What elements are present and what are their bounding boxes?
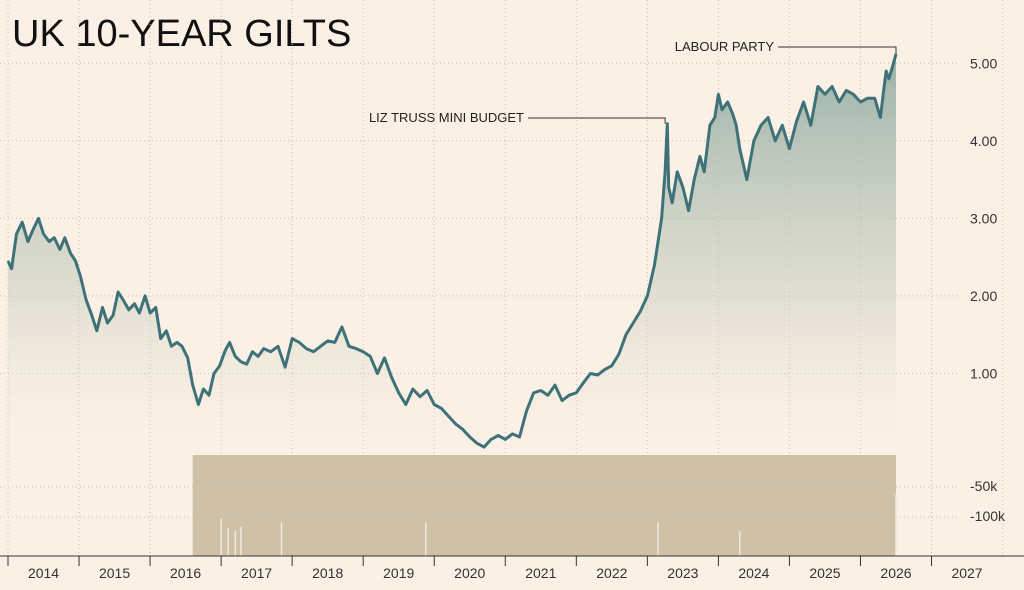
x-tick-label: 2026 <box>880 565 911 581</box>
annotation-leader <box>778 46 897 54</box>
x-tick-label: 2016 <box>170 565 201 581</box>
yield-line <box>6 53 898 449</box>
x-tick-label: 2023 <box>667 565 698 581</box>
x-tick-label: 2015 <box>99 565 130 581</box>
x-tick-label: 2019 <box>383 565 414 581</box>
x-tick-label: 2020 <box>454 565 485 581</box>
x-tick-label: 2022 <box>596 565 627 581</box>
volume-bars <box>192 455 897 556</box>
x-axis-ticks: 2014 2015 2016 2017 2018 2019 2020 2021 2022 2023… <box>7 556 983 581</box>
annotations: LIZ TRUSS MINI BUDGET LABOUR PARTY <box>369 39 897 125</box>
y-tick-label: 2.00 <box>970 288 997 304</box>
volume-axis-ticks: -50k -100k <box>970 478 1006 524</box>
annotation-label: LIZ TRUSS MINI BUDGET <box>369 110 524 125</box>
volume-panel <box>0 455 1024 557</box>
x-tick-label: 2027 <box>951 565 982 581</box>
x-tick-label: 2025 <box>809 565 840 581</box>
y-tick-label: 5.00 <box>970 55 997 71</box>
y-tick-label: 1.00 <box>970 365 997 381</box>
y-axis-ticks: 1.00 2.00 3.00 4.00 5.00 <box>970 55 997 381</box>
y-tick-label: 4.00 <box>970 133 997 149</box>
volume-tick-label: -50k <box>970 478 998 494</box>
x-tick-label: 2024 <box>738 565 769 581</box>
yield-area <box>8 54 896 451</box>
annotation-leader <box>528 117 666 124</box>
volume-tick-label: -100k <box>970 508 1006 524</box>
x-tick-label: 2018 <box>312 565 343 581</box>
annotation-label: LABOUR PARTY <box>675 39 775 54</box>
x-tick-label: 2014 <box>28 565 59 581</box>
x-tick-label: 2021 <box>525 565 556 581</box>
x-tick-label: 2017 <box>241 565 272 581</box>
y-tick-label: 3.00 <box>970 210 997 226</box>
chart-title: UK 10-YEAR GILTS <box>12 13 351 55</box>
